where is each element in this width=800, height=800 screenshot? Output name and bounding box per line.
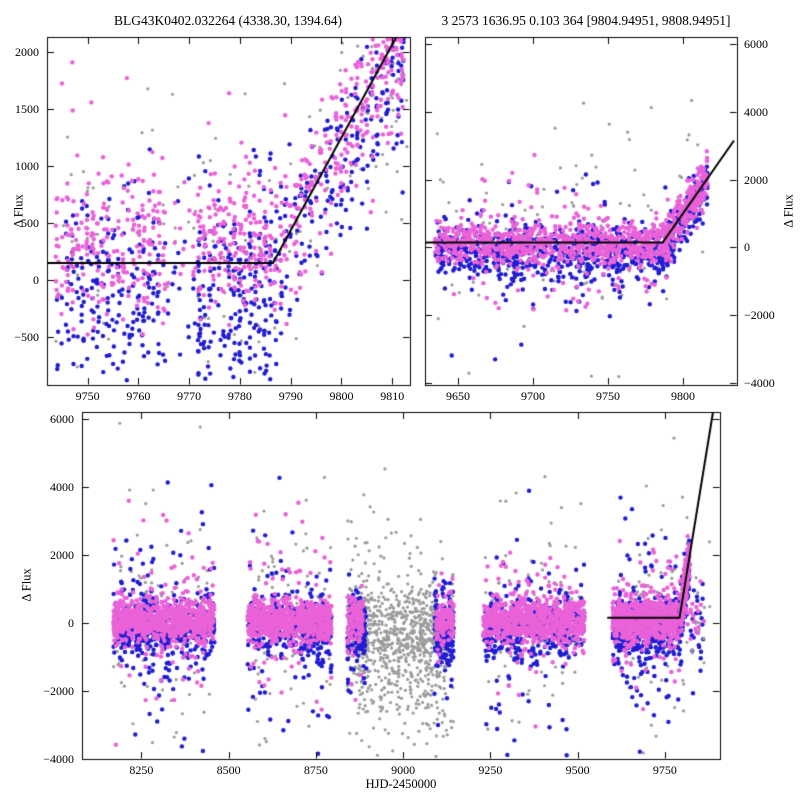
y-tick-label: 500 xyxy=(21,215,39,230)
x-tick-label: 9500 xyxy=(565,763,590,777)
y-tick-label: 2000 xyxy=(50,547,74,562)
x-tick-label: 9790 xyxy=(278,389,303,403)
y-tick-label: 6000 xyxy=(50,411,74,426)
x-tick-label: 9780 xyxy=(227,389,252,403)
x-tick-label: 9770 xyxy=(177,389,202,403)
x-tick-label: 8750 xyxy=(303,763,328,777)
panel-bottom-ylabel: Δ Flux xyxy=(19,568,34,602)
panel-top-right-ylabel: Δ Flux xyxy=(781,194,796,228)
y-tick-label: 0 xyxy=(744,240,750,255)
y-tick-label: 4000 xyxy=(50,479,74,494)
y-tick-label: −4000 xyxy=(744,376,775,391)
y-tick-label: 0 xyxy=(33,273,39,288)
y-tick-label: 2000 xyxy=(15,44,39,59)
x-tick-label: 9650 xyxy=(446,389,470,403)
x-tick-label: 9750 xyxy=(652,763,677,777)
y-tick-label: 4000 xyxy=(744,104,768,119)
y-tick-label: −4000 xyxy=(43,752,74,766)
y-tick-label: 1000 xyxy=(15,158,39,173)
y-tick-label: 0 xyxy=(68,615,74,630)
y-tick-label: 6000 xyxy=(744,36,768,51)
x-tick-label: 9810 xyxy=(380,389,405,403)
x-tick-label: 9250 xyxy=(478,763,503,777)
y-tick-label: 2000 xyxy=(744,172,768,187)
x-tick-label: 9760 xyxy=(126,389,151,403)
x-tick-label: 9800 xyxy=(671,389,695,403)
y-tick-label: −500 xyxy=(14,330,39,345)
x-tick-label: 8500 xyxy=(216,763,241,777)
x-tick-label: 9750 xyxy=(75,389,100,403)
x-tick-label: 9000 xyxy=(391,763,416,777)
x-tick-label: 9700 xyxy=(521,389,545,403)
y-tick-label: 1500 xyxy=(15,101,39,116)
y-tick-label: −2000 xyxy=(43,683,74,698)
y-tick-label: −2000 xyxy=(744,308,775,323)
x-tick-label: 9750 xyxy=(596,389,620,403)
x-tick-label: 8250 xyxy=(129,763,154,777)
panel-bottom-xlabel: HJD-2450000 xyxy=(365,777,437,791)
x-tick-label: 9800 xyxy=(329,389,354,403)
